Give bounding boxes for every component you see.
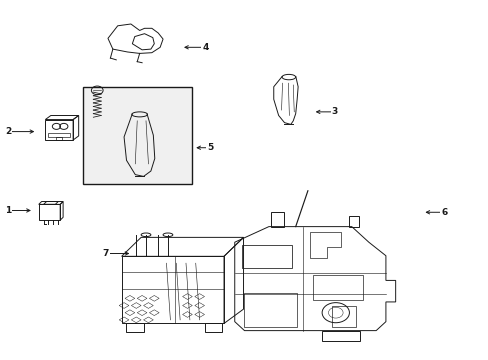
Bar xyxy=(82,87,192,184)
Text: 4: 4 xyxy=(202,43,208,52)
Bar xyxy=(56,137,62,140)
Bar xyxy=(242,245,291,268)
Bar xyxy=(48,132,70,137)
Text: 2: 2 xyxy=(5,127,11,136)
Bar xyxy=(39,204,60,220)
Bar xyxy=(243,293,297,327)
Bar xyxy=(312,275,362,300)
Text: 3: 3 xyxy=(331,107,337,116)
Text: 5: 5 xyxy=(207,143,213,152)
Bar xyxy=(45,120,73,140)
Bar xyxy=(204,323,221,332)
Text: 1: 1 xyxy=(5,206,11,215)
Text: 7: 7 xyxy=(102,249,108,258)
Bar xyxy=(122,256,224,323)
Text: 6: 6 xyxy=(440,208,447,217)
Bar xyxy=(126,323,143,332)
